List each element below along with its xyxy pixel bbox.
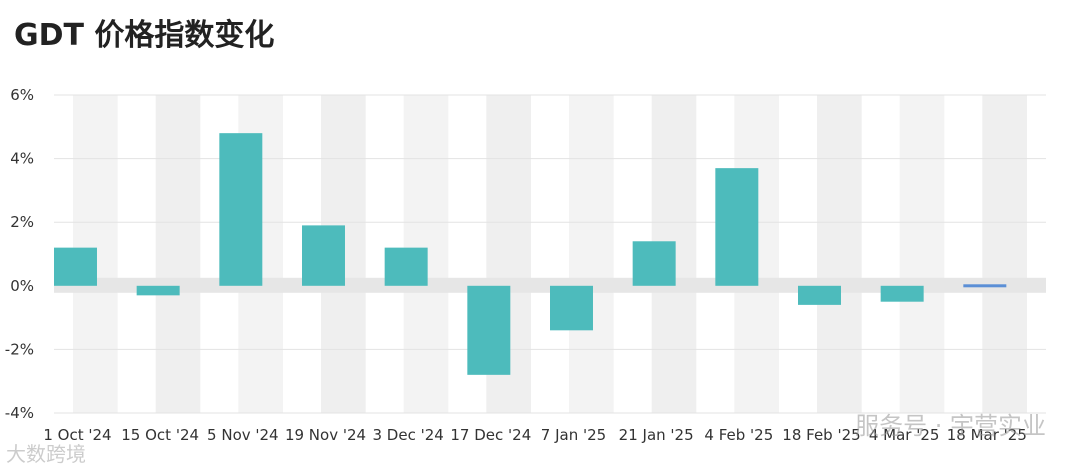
y-tick-label: 0% xyxy=(10,277,34,295)
bar xyxy=(880,285,924,302)
column-band xyxy=(817,95,862,413)
bar xyxy=(136,285,180,296)
x-tick-label: 4 Mar '25 xyxy=(869,426,940,444)
watermark-left: 大数跨境 xyxy=(6,442,86,466)
bar xyxy=(798,285,841,305)
bar xyxy=(715,168,759,286)
x-tick-label: 15 Oct '24 xyxy=(121,426,199,444)
x-tick-label: 17 Dec '24 xyxy=(450,426,531,444)
y-tick-label: -2% xyxy=(5,340,34,358)
x-tick-label: 4 Feb '25 xyxy=(704,426,773,444)
bar xyxy=(632,241,676,286)
x-tick-label: 19 Nov '24 xyxy=(285,426,366,444)
column-band xyxy=(155,95,201,413)
x-tick-label: 5 Nov '24 xyxy=(207,426,279,444)
bar xyxy=(963,284,1007,288)
bars xyxy=(54,133,1007,375)
y-tick-label: 4% xyxy=(10,150,34,168)
column-band xyxy=(899,95,945,413)
x-tick-label: 1 Oct '24 xyxy=(43,426,111,444)
bar xyxy=(302,225,345,286)
bar xyxy=(550,285,593,331)
x-tick-label: 18 Mar '25 xyxy=(947,426,1027,444)
x-tick-label: 3 Dec '24 xyxy=(372,426,443,444)
column-bands xyxy=(73,95,1027,413)
gridlines xyxy=(54,94,1046,414)
bar xyxy=(384,247,428,286)
bar xyxy=(54,247,97,286)
column-band xyxy=(982,95,1027,413)
watermark-right: 服务号 · 宇营实业 xyxy=(855,412,1046,440)
x-tick-label: 21 Jan '25 xyxy=(619,426,694,444)
chart-title: GDT 价格指数变化 xyxy=(14,18,275,53)
x-axis-ticks: 1 Oct '24 15 Oct '24 5 Nov '24 19 Nov '24 3 … xyxy=(43,426,1027,444)
x-tick-label: 7 Jan '25 xyxy=(541,426,606,444)
bar xyxy=(219,133,263,286)
column-band xyxy=(569,95,614,413)
y-tick-label: 6% xyxy=(10,86,34,104)
x-tick-label: 18 Feb '25 xyxy=(782,426,860,444)
y-tick-label: -4% xyxy=(5,404,34,422)
y-axis-ticks: 6% 4% 2% 0% -2% -4% xyxy=(5,86,34,422)
bar xyxy=(467,285,511,375)
y-tick-label: 2% xyxy=(10,213,34,231)
